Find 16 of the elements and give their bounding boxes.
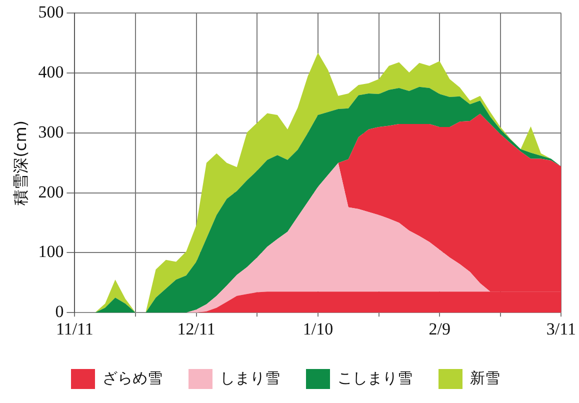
y-tick-label: 0 — [55, 302, 64, 322]
legend-label: ざらめ雪 — [102, 368, 162, 387]
y-tick-label: 500 — [38, 2, 64, 22]
legend-label: しまり雪 — [220, 368, 280, 387]
y-tick-label: 300 — [38, 122, 64, 142]
x-tick-label: 3/11 — [546, 319, 576, 338]
x-tick-label: 2/9 — [428, 319, 450, 338]
y-tick-label: 200 — [38, 182, 64, 202]
x-tick-label: 1/10 — [302, 319, 334, 338]
legend-label: こしまり雪 — [338, 368, 412, 387]
y-tick-label: 100 — [38, 242, 64, 262]
y-axis-title: 積雪深(cm) — [10, 120, 30, 206]
x-tick-label: 12/11 — [177, 319, 216, 338]
y-tick-label: 400 — [38, 62, 64, 82]
x-tick-label: 11/11 — [56, 319, 94, 338]
legend-label: 新雪 — [470, 368, 500, 387]
